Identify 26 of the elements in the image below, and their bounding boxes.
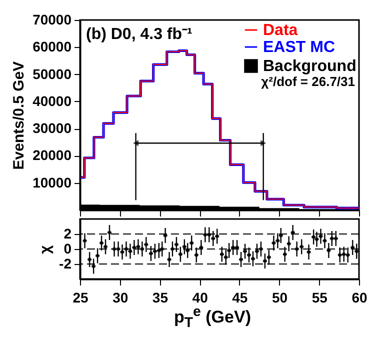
x-axis-title: p$_{T}$$^{e}$ (GeV) — [173, 304, 252, 332]
legend-label: EAST MC — [263, 39, 336, 56]
y-tick-label: 30000 — [32, 120, 72, 136]
x-tick-label: 30 — [112, 290, 128, 306]
x-tick-label: 60 — [352, 290, 368, 306]
y-tick-label: -2 — [59, 256, 72, 272]
y-tick-label: 0 — [64, 240, 72, 256]
legend-label: Data — [263, 22, 298, 39]
legend-label: Background — [263, 58, 356, 75]
y-tick-label: 70000 — [32, 12, 72, 28]
y-tick-label: 50000 — [32, 66, 72, 82]
x-tick-label: 35 — [152, 290, 168, 306]
y-tick-label: 40000 — [32, 92, 72, 109]
y-axis-title: χ — [37, 244, 54, 254]
x-tick-label: 25 — [72, 290, 88, 306]
x-tick-label: 40 — [192, 290, 208, 306]
y-tick-label: 20000 — [32, 147, 72, 164]
y-tick-label: 2 — [64, 226, 72, 242]
annotation: (b) D0, 4.3 fb⁻¹ — [86, 26, 192, 43]
x-tick-label: 45 — [232, 290, 248, 306]
y-tick-label: 60000 — [32, 38, 72, 55]
annotation: χ²/dof = 26.7/31 — [261, 74, 355, 89]
y-tick-label: 10000 — [32, 174, 72, 190]
x-tick-label: 50 — [272, 290, 288, 306]
y-axis-title: Events/0.5 GeV — [10, 61, 28, 170]
x-tick-label: 55 — [312, 290, 328, 306]
